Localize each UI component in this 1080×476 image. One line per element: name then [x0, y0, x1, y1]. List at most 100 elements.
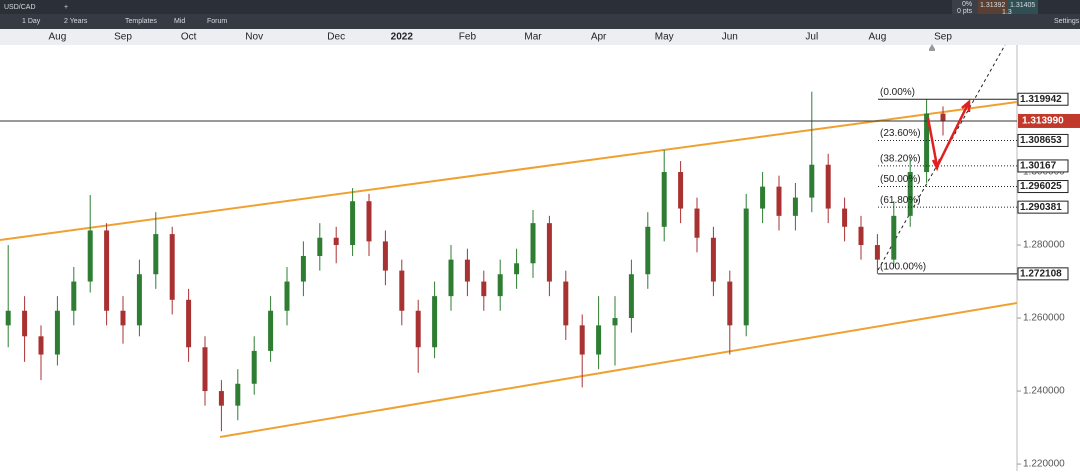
candle-body	[251, 350, 257, 384]
fib-price: 1.290381	[1020, 202, 1062, 213]
candle-body	[743, 208, 749, 326]
candle-body	[481, 281, 487, 297]
candle-body	[399, 270, 405, 311]
spread: 1.3	[1002, 9, 1012, 16]
candle-body	[710, 237, 716, 282]
settings[interactable]: Settings	[1054, 18, 1080, 25]
last-price-box	[1018, 113, 1080, 128]
price-type[interactable]: Mid	[174, 18, 185, 25]
ask[interactable]: 1.31405	[1010, 2, 1035, 9]
fib-price-box	[1017, 133, 1069, 147]
x-tick-label: Mar	[524, 32, 542, 43]
candle-body	[825, 164, 831, 209]
candle-body	[907, 172, 913, 216]
ask-box[interactable]	[1008, 0, 1038, 14]
y-tick-label: 1.280000	[1023, 240, 1065, 251]
fib-price-box	[1017, 200, 1069, 214]
fib-label: (0.00%)	[880, 87, 915, 98]
x-tick-label: 2022	[391, 32, 414, 43]
x-tick-label: Dec	[327, 32, 345, 43]
x-tick-label: Nov	[245, 32, 263, 43]
candle-body	[186, 299, 192, 348]
x-tick-label: Apr	[591, 32, 607, 43]
candle-body	[924, 113, 930, 173]
x-tick-label: Sep	[114, 32, 132, 43]
candle-body	[71, 281, 77, 311]
fib-price: 1.296025	[1020, 181, 1062, 192]
candle-body	[727, 281, 733, 326]
candle-body	[136, 274, 142, 326]
fib-price-box	[1017, 267, 1069, 281]
x-tick-label: Aug	[869, 32, 887, 43]
candle-body	[202, 347, 208, 392]
fib-price: 1.308653	[1020, 135, 1062, 146]
candle-body	[382, 241, 388, 271]
x-tick-label: Sep	[934, 32, 952, 43]
y-tick-label: 1.260000	[1023, 313, 1065, 324]
templates[interactable]: Templates	[125, 18, 157, 25]
last-price: 1.313990	[1022, 116, 1064, 127]
bid-box[interactable]	[978, 0, 1008, 14]
fib-label: (100.00%)	[880, 261, 926, 272]
candle-body	[940, 113, 946, 122]
toolbar	[0, 14, 1080, 29]
trend-projection	[877, 44, 1006, 271]
candle-body	[858, 226, 864, 246]
candle-body	[284, 281, 290, 311]
candle-body	[612, 318, 618, 326]
candle-body	[579, 325, 585, 355]
channel-lower	[219, 302, 1018, 438]
candle-body	[514, 263, 520, 275]
time-marker	[929, 44, 935, 51]
candle-body	[792, 197, 798, 216]
tab-bar	[0, 0, 1080, 14]
plot-area	[0, 45, 1080, 471]
fib-label: (50.00%)	[880, 174, 921, 185]
candle-body	[169, 234, 175, 300]
time-axis-bar	[0, 29, 1080, 45]
candle-body	[596, 325, 602, 355]
candle-body	[153, 234, 159, 275]
candle-body	[809, 164, 815, 198]
candle-body	[415, 310, 421, 348]
y-tick-label: 1.240000	[1023, 386, 1065, 397]
x-tick-label: Jul	[805, 32, 818, 43]
channel-upper	[0, 101, 1018, 241]
candle-body	[661, 172, 667, 227]
fib-price-box	[1017, 180, 1069, 194]
forum[interactable]: Forum	[207, 18, 227, 25]
arrow	[926, 99, 971, 172]
candle-body	[104, 230, 110, 311]
fib-price: 1.319942	[1020, 94, 1062, 105]
candle-body	[366, 201, 372, 242]
interval[interactable]: 1 Day	[22, 18, 41, 25]
x-tick-label: Oct	[181, 32, 197, 43]
candle-body	[120, 310, 126, 326]
candle-body	[5, 310, 11, 326]
x-tick-label: Feb	[459, 32, 477, 43]
candle-body	[218, 391, 224, 406]
candle-body	[464, 259, 470, 282]
candle-body	[546, 223, 552, 282]
add-tab[interactable]: +	[64, 4, 68, 11]
bid[interactable]: 1.31392	[980, 2, 1005, 9]
x-tick-label: Aug	[49, 32, 67, 43]
candle-body	[874, 245, 880, 260]
candle-body	[235, 383, 241, 406]
symbol[interactable]: USD/CAD	[4, 4, 36, 11]
range[interactable]: 2 Years	[64, 18, 88, 25]
fib-label: (38.20%)	[880, 154, 921, 165]
candle-body	[268, 310, 274, 351]
candle-body	[776, 186, 782, 216]
y-tick-label: 1.220000	[1023, 459, 1065, 470]
candle-body	[891, 215, 897, 260]
candle-body	[760, 186, 766, 209]
candle-body	[38, 336, 44, 355]
x-tick-label: Jun	[722, 32, 738, 43]
candle-body	[530, 223, 536, 264]
candle-body	[22, 310, 28, 337]
x-tick-label: May	[655, 32, 674, 43]
candle-body	[842, 208, 848, 227]
candle-body	[317, 237, 323, 256]
